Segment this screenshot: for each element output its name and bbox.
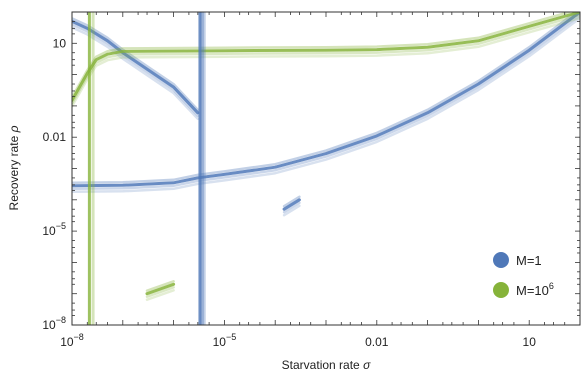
series-line-4-shadow-2 — [145, 280, 175, 292]
y-tick-label-1: 10−5 — [42, 221, 66, 238]
tick-labels-layer: 10−8 10−5 0.01 10 10−8 10−5 0.01 10 — [42, 36, 536, 349]
series-line-0-shadow-0 — [72, 16, 580, 194]
x-axis-label: Starvation rate σ — [282, 358, 371, 372]
series-layer — [72, 12, 580, 325]
ticks-layer — [71, 11, 581, 326]
series-line-2 — [282, 198, 301, 211]
series-line-0-shadow-1 — [72, 13, 580, 191]
y-tick-label-2: 0.01 — [43, 130, 67, 144]
series-line-3-shadow-2 — [72, 12, 574, 99]
series-line-1-shadow-1 — [72, 23, 200, 118]
series-line-1-shadow-0 — [72, 26, 200, 121]
series-line-3-shadow-0 — [72, 16, 580, 108]
series-line-1-shadow-2 — [72, 17, 200, 112]
series-line-0-shadow-2 — [72, 12, 579, 185]
series-line-4 — [145, 282, 176, 296]
x-tick-label-0: 10−8 — [60, 332, 84, 349]
series-line-0 — [72, 12, 580, 188]
series-line-4-shadow-0 — [145, 289, 175, 301]
legend: M=1 M=106 — [493, 252, 554, 298]
x-axis-symbol: σ — [363, 358, 371, 372]
legend-label-m1: M=1 — [516, 253, 542, 268]
legend-marker-m1e6 — [493, 282, 509, 298]
y-tick-label-0: 10−8 — [42, 315, 66, 332]
series-line-3 — [72, 12, 580, 102]
y-tick-label-3: 10 — [53, 36, 67, 50]
legend-marker-m1 — [493, 252, 509, 268]
y-axis-label: Recovery rate ρ — [7, 125, 21, 210]
series-line-2-shadow-2 — [282, 195, 301, 208]
plot-background — [72, 12, 580, 325]
series-line-2-shadow-0 — [282, 204, 301, 217]
series-line-4-shadow-1 — [145, 286, 175, 298]
legend-label-m1e6-exponent: 6 — [549, 281, 554, 291]
x-tick-label-3: 10 — [523, 335, 537, 349]
legend-label-m1e6: M=106 — [516, 281, 554, 298]
y-axis-symbol: ρ — [7, 125, 21, 133]
series-line-2-shadow-1 — [282, 201, 301, 214]
series-line-3-shadow-1 — [72, 13, 580, 105]
x-tick-label-1: 10−5 — [213, 332, 237, 349]
x-tick-label-2: 0.01 — [365, 335, 389, 349]
